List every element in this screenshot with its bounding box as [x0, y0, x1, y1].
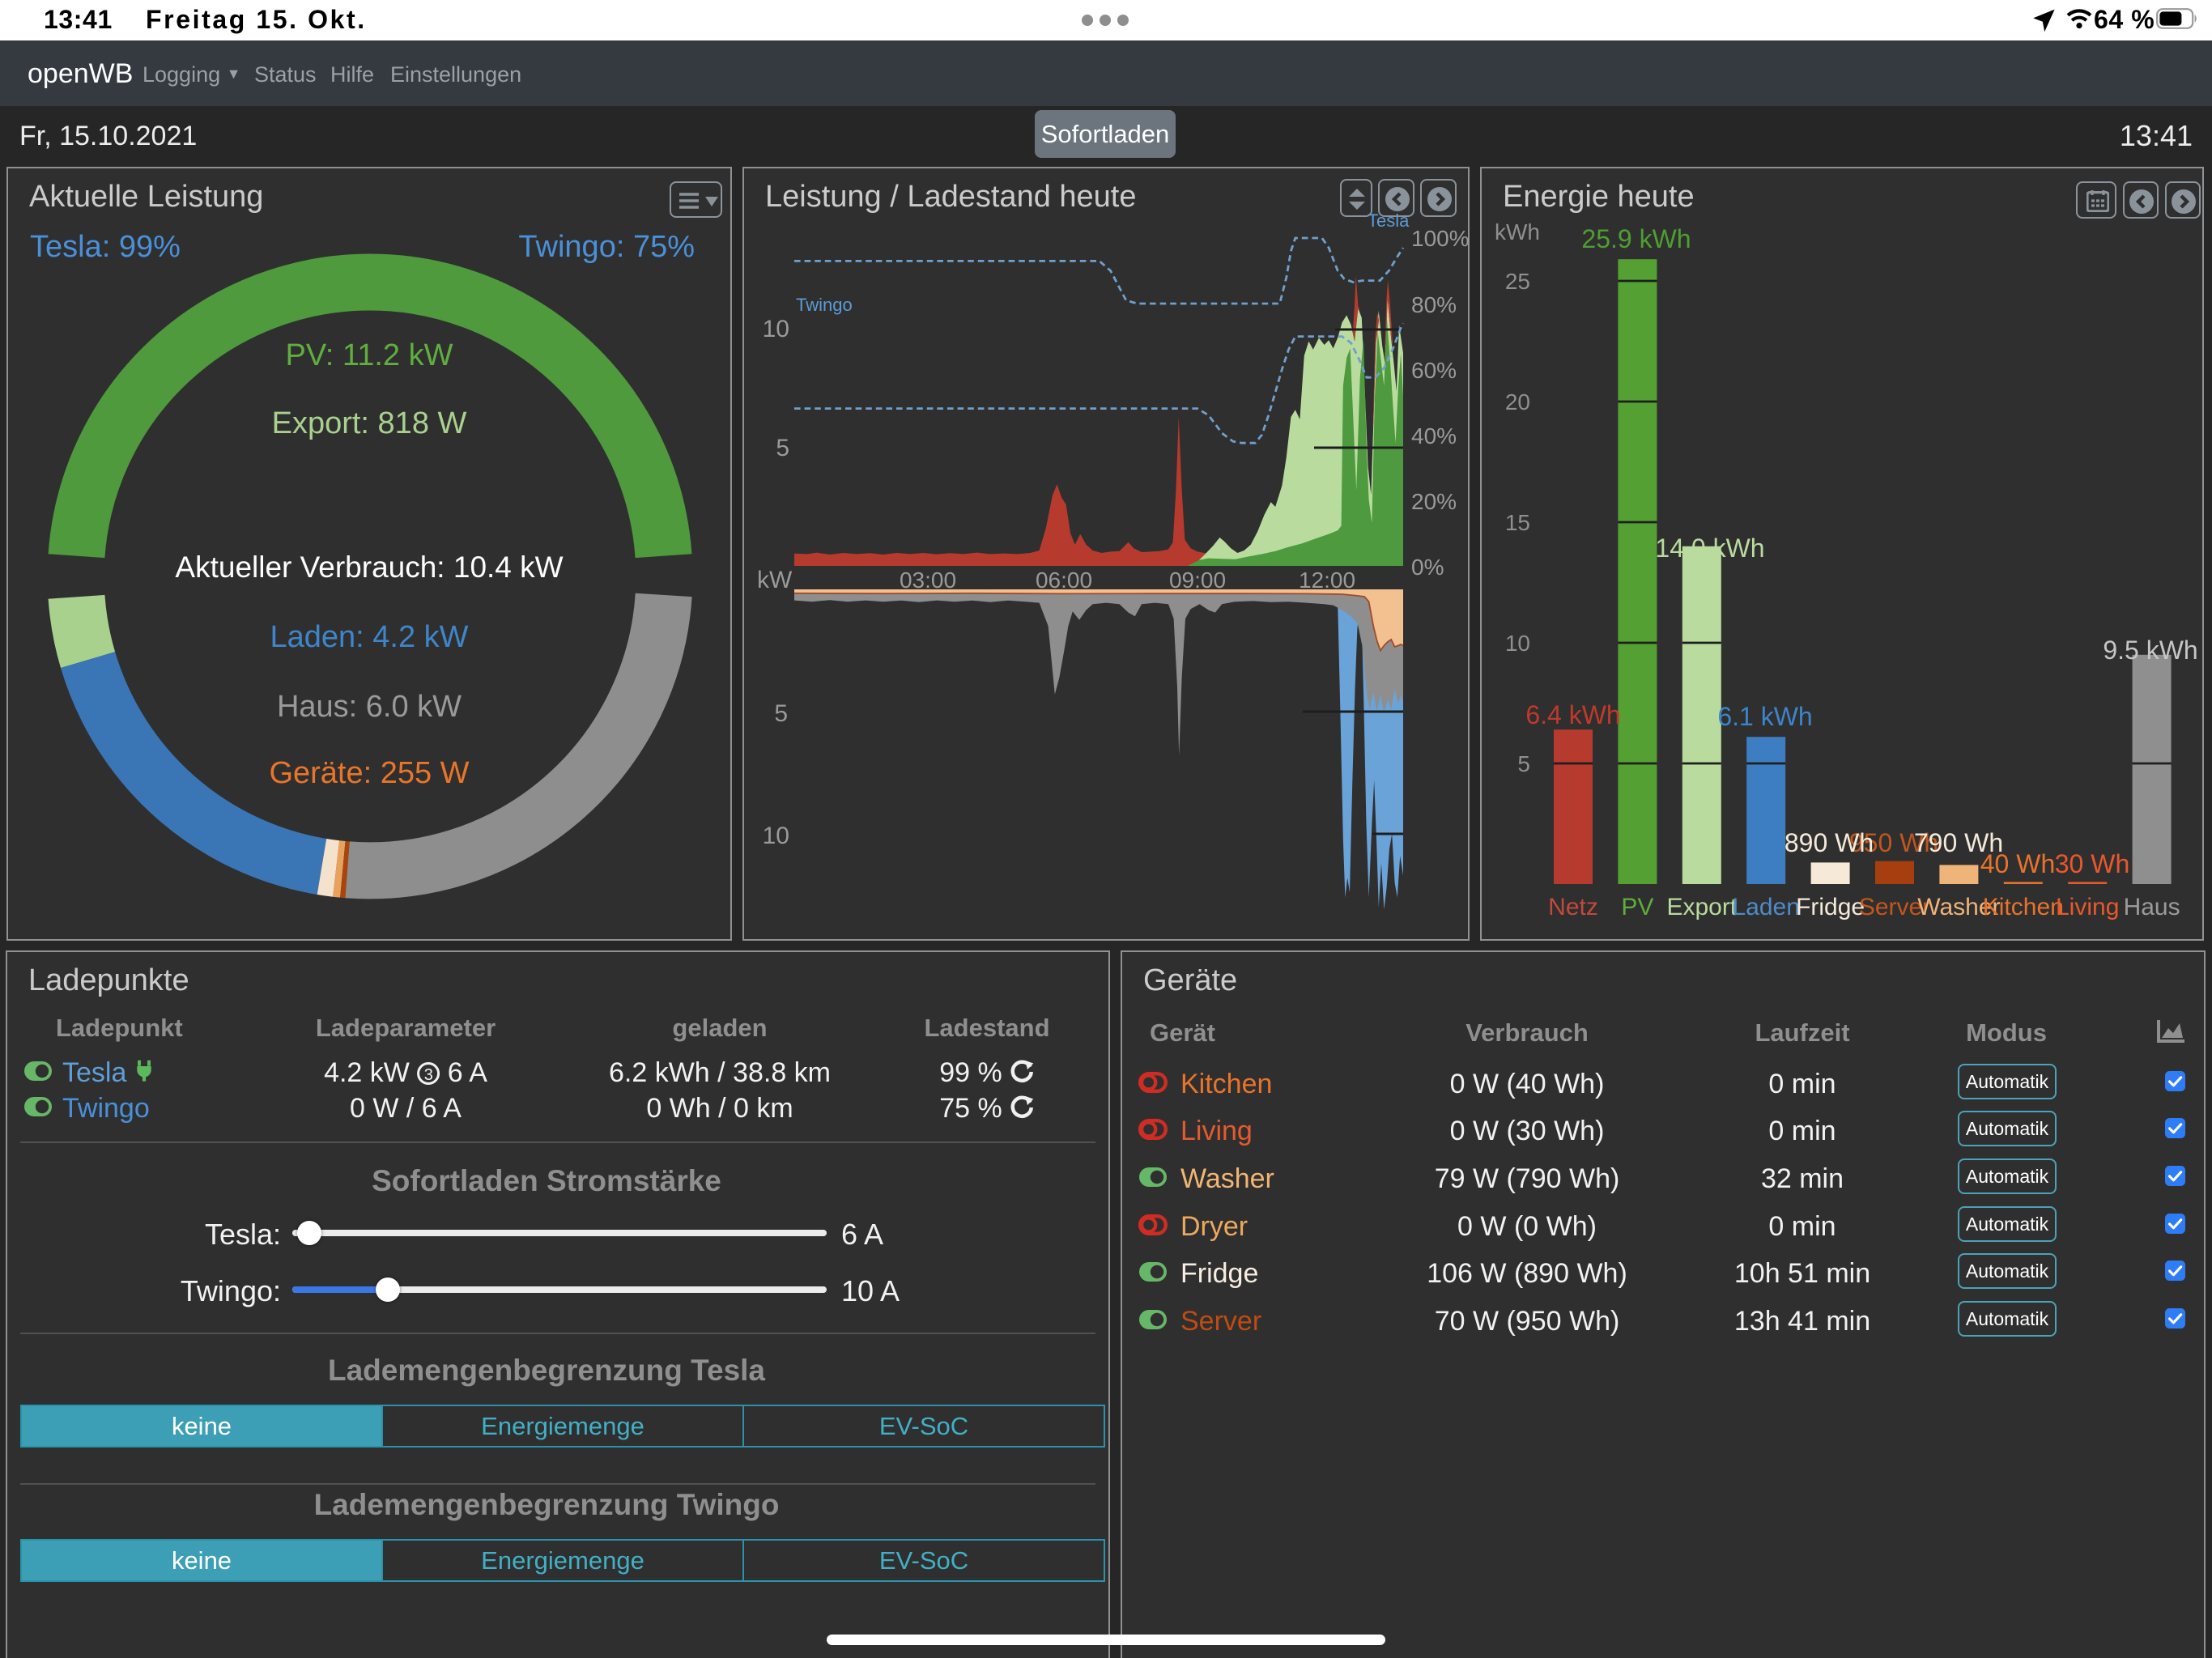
- svg-text:6.4 kWh: 6.4 kWh: [1525, 700, 1620, 729]
- svg-text:Tesla: Tesla: [1368, 210, 1410, 231]
- svg-text:5: 5: [1517, 751, 1530, 776]
- svg-text:03:00: 03:00: [900, 568, 956, 593]
- svg-text:80%: 80%: [1411, 292, 1457, 317]
- svg-text:9.5 kWh: 9.5 kWh: [2103, 636, 2197, 665]
- svg-text:12:00: 12:00: [1299, 568, 1355, 593]
- svg-text:Laden: Laden: [1732, 894, 1799, 920]
- svg-text:100%: 100%: [1411, 226, 1470, 251]
- svg-text:25.9 kWh: 25.9 kWh: [1581, 224, 1691, 253]
- svg-text:5: 5: [776, 435, 789, 461]
- svg-text:950 Wh: 950 Wh: [1849, 828, 1938, 857]
- svg-text:09:00: 09:00: [1169, 568, 1226, 593]
- svg-text:0%: 0%: [1411, 555, 1444, 580]
- svg-text:25: 25: [1505, 269, 1530, 294]
- svg-text:10: 10: [763, 316, 789, 342]
- svg-text:10: 10: [1505, 631, 1530, 656]
- svg-text:14.0 kWh: 14.0 kWh: [1655, 534, 1764, 563]
- svg-text:Living: Living: [2056, 894, 2119, 920]
- svg-text:60%: 60%: [1411, 358, 1457, 383]
- svg-text:20: 20: [1505, 389, 1530, 414]
- svg-text:Twingo: Twingo: [796, 295, 853, 315]
- svg-text:30 Wh: 30 Wh: [2055, 849, 2129, 878]
- svg-text:kW: kW: [757, 567, 793, 593]
- svg-text:Kitchen: Kitchen: [1983, 894, 2064, 920]
- svg-text:PV: PV: [1621, 894, 1653, 920]
- svg-text:15: 15: [1505, 510, 1530, 535]
- svg-text:40 Wh: 40 Wh: [1980, 849, 2055, 878]
- svg-text:Netz: Netz: [1548, 894, 1598, 920]
- svg-text:kWh: kWh: [1495, 219, 1540, 244]
- svg-text:Haus: Haus: [2124, 894, 2180, 920]
- svg-text:10: 10: [763, 823, 789, 849]
- svg-text:6.1 kWh: 6.1 kWh: [1717, 702, 1812, 731]
- svg-text:5: 5: [774, 700, 788, 727]
- svg-text:890 Wh: 890 Wh: [1784, 828, 1874, 857]
- svg-text:790 Wh: 790 Wh: [1914, 828, 2003, 857]
- svg-text:06:00: 06:00: [1036, 568, 1092, 593]
- svg-text:Fridge: Fridge: [1796, 894, 1865, 920]
- svg-text:40%: 40%: [1411, 423, 1457, 449]
- svg-text:Washer: Washer: [1917, 894, 2000, 920]
- svg-text:Export: Export: [1666, 894, 1737, 920]
- svg-text:20%: 20%: [1411, 489, 1457, 514]
- svg-text:Server: Server: [1859, 894, 1930, 920]
